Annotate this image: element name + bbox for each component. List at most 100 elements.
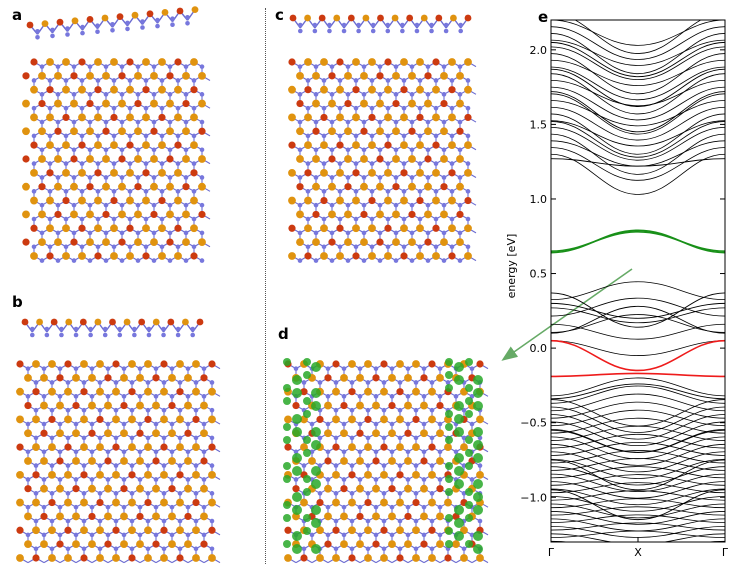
metal-atom — [332, 360, 340, 368]
chalcogen-atom — [57, 449, 63, 455]
metal-atom — [340, 373, 348, 382]
metal-atom — [38, 99, 46, 108]
metal-atom — [102, 99, 110, 108]
chalcogen-atom — [143, 105, 149, 111]
chalcogen-atom — [31, 105, 37, 111]
chalcogen-atom — [113, 407, 119, 413]
chalcogen-atom — [199, 147, 205, 153]
chalcogen-atom — [433, 244, 439, 250]
metal-atom — [360, 210, 368, 219]
chalcogen-atom — [325, 504, 331, 510]
chalcogen-atom — [55, 147, 61, 153]
chalcogen-atom — [167, 258, 173, 263]
metal-atom — [56, 18, 64, 26]
chalcogen-atom — [409, 119, 415, 125]
metal-atom — [150, 210, 158, 219]
chalcogen-atom — [337, 78, 343, 83]
bulk-band-line — [551, 498, 725, 509]
density-blob — [445, 527, 453, 535]
chalcogen-atom — [39, 258, 45, 263]
metal-atom — [296, 210, 304, 219]
chalcogen-atom — [349, 407, 355, 413]
chalcogen-atom — [429, 28, 434, 34]
y-tick-label: 1.0 — [530, 193, 548, 206]
panel-label-a: a — [12, 6, 23, 24]
chalcogen-atom — [341, 477, 347, 482]
bulk-band-line — [551, 496, 725, 512]
chalcogen-atom — [425, 64, 431, 69]
metal-atom — [72, 373, 80, 382]
chalcogen-atom — [317, 463, 323, 468]
density-blob — [465, 488, 473, 496]
metal-atom — [344, 210, 352, 219]
metal-atom — [118, 127, 126, 136]
metal-atom — [64, 387, 72, 396]
metal-atom — [416, 168, 424, 177]
bulk-band-line — [551, 441, 725, 456]
chalcogen-atom — [209, 407, 215, 413]
chalcogen-atom — [161, 463, 167, 468]
chalcogen-atom — [401, 216, 407, 222]
chalcogen-atom — [65, 407, 71, 413]
chalcogen-atom — [349, 491, 355, 496]
metal-atom — [56, 484, 64, 493]
metal-atom — [70, 99, 78, 108]
metal-atom — [150, 127, 158, 135]
chalcogen-atom — [89, 366, 95, 371]
metal-atom — [22, 155, 30, 163]
metal-atom — [86, 183, 94, 191]
bulk-band-line — [551, 314, 725, 333]
chalcogen-atom — [33, 491, 39, 496]
chalcogen-atom — [405, 449, 411, 455]
chalcogen-atom — [103, 258, 109, 263]
chalcogen-atom — [191, 216, 197, 222]
metal-atom — [288, 85, 296, 94]
metal-atom — [112, 498, 120, 507]
metal-atom — [392, 71, 400, 80]
chalcogen-atom — [201, 421, 207, 427]
metal-atom — [110, 252, 118, 260]
metal-atom — [192, 360, 200, 368]
metal-atom — [300, 554, 308, 562]
chalcogen-atom — [417, 216, 423, 222]
chalcogen-atom — [41, 366, 47, 371]
chalcogen-atom — [63, 133, 69, 139]
metal-atom — [318, 14, 326, 22]
chalcogen-atom — [381, 546, 387, 552]
chalcogen-atom — [443, 22, 449, 28]
metal-atom — [348, 471, 356, 479]
metal-atom — [62, 252, 70, 260]
chalcogen-atom — [389, 421, 395, 427]
chalcogen-atom — [333, 380, 339, 385]
chalcogen-atom — [313, 147, 319, 153]
density-blob — [303, 436, 311, 444]
chalcogen-atom — [449, 78, 455, 83]
metal-atom — [320, 196, 328, 205]
x-tick-label: X — [634, 546, 642, 559]
chalcogen-atom — [397, 546, 403, 552]
bulk-band-line — [551, 33, 725, 75]
chalcogen-atom — [153, 532, 159, 538]
bulk-band-line — [551, 414, 725, 440]
metal-atom — [72, 429, 80, 438]
metal-atom — [160, 554, 168, 562]
chalcogen-atom — [365, 546, 371, 552]
chalcogen-atom — [325, 421, 331, 427]
metal-atom — [332, 554, 340, 562]
chalcogen-atom — [465, 244, 471, 250]
chalcogen-atom — [389, 504, 395, 510]
metal-atom — [32, 443, 40, 452]
chalcogen-atom — [65, 435, 71, 441]
metal-atom — [200, 401, 208, 410]
metal-atom — [70, 155, 78, 163]
chalcogen-atom — [39, 92, 45, 97]
metal-atom — [88, 373, 96, 382]
metal-atom — [392, 155, 400, 163]
chalcogen-atom — [361, 147, 367, 153]
metal-atom — [304, 224, 312, 233]
metal-atom — [72, 540, 80, 549]
metal-atom — [32, 471, 40, 479]
chalcogen-atom — [341, 394, 347, 399]
metal-atom — [152, 484, 160, 493]
chalcogen-atom — [341, 449, 347, 455]
